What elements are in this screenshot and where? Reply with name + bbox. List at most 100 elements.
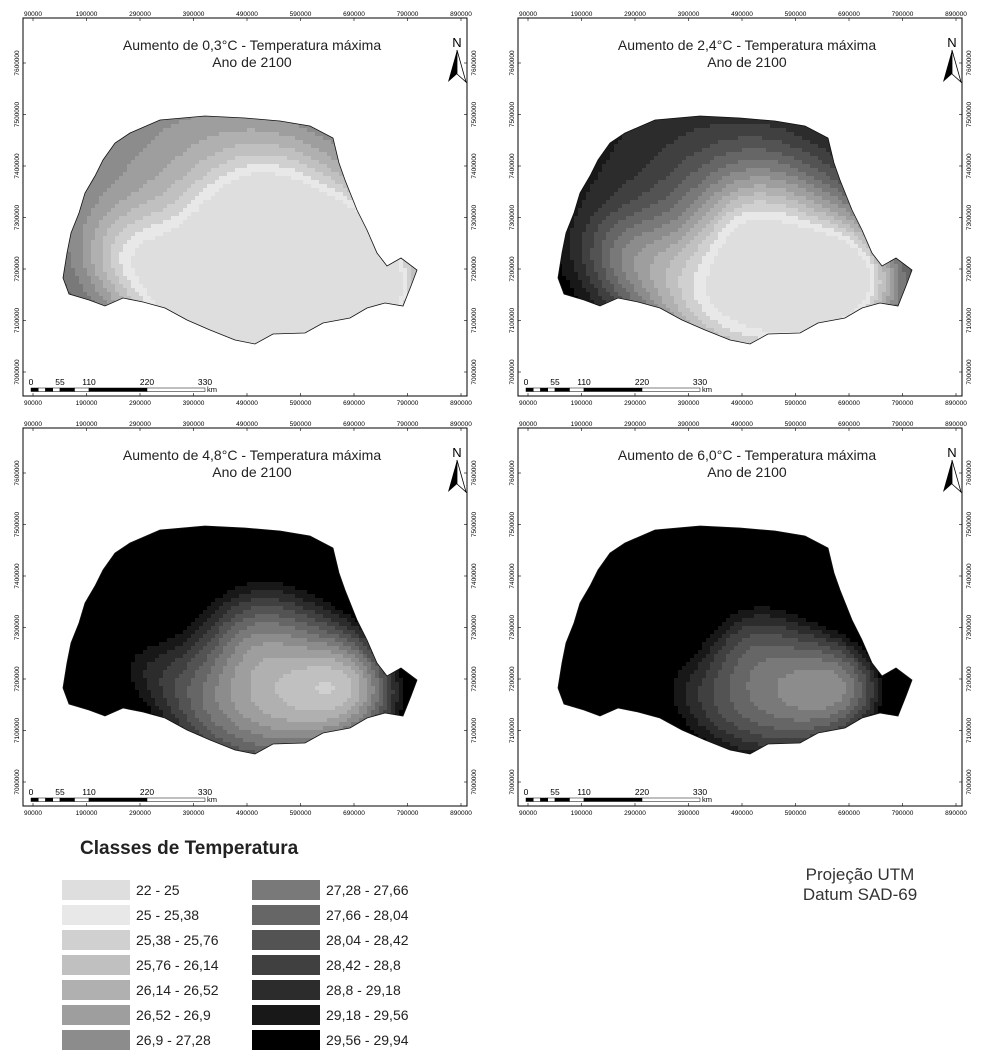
scale-label: 330 xyxy=(693,787,707,797)
x-tick-label: 590000 xyxy=(290,810,312,817)
y-tick-label: 7100000 xyxy=(14,307,21,333)
x-tick-label: 690000 xyxy=(838,810,860,817)
y-tick-label: 7200000 xyxy=(509,256,516,282)
x-tick-label: 490000 xyxy=(236,11,258,18)
scale-label: 55 xyxy=(55,787,65,797)
x-tick-label: 90000 xyxy=(24,810,42,817)
north-arrow-icon xyxy=(448,49,467,84)
map-title: Aumento de 2,4°C - Temperatura máxima xyxy=(618,37,876,53)
map-figure: 90000 90000 190000 190000 290000 290000 390000… xyxy=(509,11,973,407)
x-tick-label: 290000 xyxy=(129,400,151,407)
y-tick-label: 7300000 xyxy=(14,614,21,640)
x-tick-label: 190000 xyxy=(76,810,98,817)
map-panel-aumento-6-0: 90000 90000 190000 190000 290000 290000 390000… xyxy=(500,418,980,826)
legend-label: 27,28 - 27,66 xyxy=(326,882,409,898)
y-tick-label: 7000000 xyxy=(509,769,516,795)
legend-swatch xyxy=(62,880,130,900)
x-tick-label: 690000 xyxy=(838,400,860,407)
x-tick-label: 390000 xyxy=(678,11,700,18)
legend-label: 29,18 - 29,56 xyxy=(326,1007,409,1023)
scale-label: 110 xyxy=(82,787,96,797)
scale-label: 110 xyxy=(577,377,591,387)
legend-swatch xyxy=(62,980,130,1000)
legend-label: 26,52 - 26,9 xyxy=(136,1007,211,1023)
map-panel-aumento-2-4: 90000 90000 190000 190000 290000 290000 390000… xyxy=(500,8,980,416)
map-panel-aumento-0-3: 90000 90000 190000 190000 290000 290000 390000… xyxy=(5,8,485,416)
legend-label: 29,56 - 29,94 xyxy=(326,1032,409,1048)
legend-item: 26,52 - 26,9 xyxy=(62,1003,211,1027)
y-tick-label: 7100000 xyxy=(14,717,21,743)
y-tick-label: 7200000 xyxy=(14,256,21,282)
x-tick-label: 690000 xyxy=(343,11,365,18)
map-figure: 90000 90000 190000 190000 290000 290000 390000… xyxy=(509,421,973,817)
scale-label: 220 xyxy=(635,787,649,797)
legend-label: 25,38 - 25,76 xyxy=(136,932,219,948)
scale-label: 110 xyxy=(82,377,96,387)
x-tick-label: 390000 xyxy=(678,421,700,428)
scale-label: 55 xyxy=(55,377,65,387)
x-tick-label: 590000 xyxy=(290,421,312,428)
y-tick-label: 7600000 xyxy=(14,50,21,76)
x-tick-label: 590000 xyxy=(290,400,312,407)
x-tick-label: 190000 xyxy=(76,421,98,428)
x-tick-label: 590000 xyxy=(785,810,807,817)
legend-swatch xyxy=(252,905,320,925)
scale-label: 55 xyxy=(550,377,560,387)
y-tick-label: 7100000 xyxy=(471,307,478,333)
x-tick-label: 890000 xyxy=(450,421,472,428)
x-tick-label: 90000 xyxy=(24,421,42,428)
y-tick-label: 7400000 xyxy=(509,153,516,179)
x-tick-label: 890000 xyxy=(945,11,967,18)
legend-label: 26,14 - 26,52 xyxy=(136,982,219,998)
legend-item: 26,14 - 26,52 xyxy=(62,978,219,1002)
x-tick-label: 190000 xyxy=(571,421,593,428)
y-tick-label: 7000000 xyxy=(509,359,516,385)
x-tick-label: 890000 xyxy=(945,421,967,428)
map-subtitle: Ano de 2100 xyxy=(707,464,787,480)
x-tick-label: 390000 xyxy=(183,421,205,428)
x-tick-label: 790000 xyxy=(892,421,914,428)
y-tick-label: 7100000 xyxy=(509,307,516,333)
x-tick-label: 490000 xyxy=(731,11,753,18)
scale-label: 220 xyxy=(140,377,154,387)
x-tick-label: 190000 xyxy=(571,810,593,817)
north-arrow-icon xyxy=(943,49,962,84)
x-tick-label: 690000 xyxy=(838,11,860,18)
x-tick-label: 390000 xyxy=(183,11,205,18)
y-tick-label: 7100000 xyxy=(966,717,973,743)
x-tick-label: 590000 xyxy=(785,11,807,18)
x-tick-label: 690000 xyxy=(343,421,365,428)
x-tick-label: 390000 xyxy=(183,400,205,407)
x-tick-label: 190000 xyxy=(571,11,593,18)
legend-title: Classes de Temperatura xyxy=(80,838,298,860)
y-tick-label: 7200000 xyxy=(966,666,973,692)
legend-swatch xyxy=(252,1030,320,1050)
scale-unit: km xyxy=(702,385,712,394)
x-tick-label: 90000 xyxy=(519,400,537,407)
x-tick-label: 390000 xyxy=(183,810,205,817)
y-tick-label: 7500000 xyxy=(966,101,973,127)
x-tick-label: 190000 xyxy=(76,11,98,18)
scale-label: 0 xyxy=(29,787,34,797)
legend-label: 25 - 25,38 xyxy=(136,907,199,923)
legend-item: 29,18 - 29,56 xyxy=(252,1003,409,1027)
scale-label: 55 xyxy=(550,787,560,797)
legend-label: 25,76 - 26,14 xyxy=(136,957,219,973)
legend-item: 22 - 25 xyxy=(62,878,180,902)
x-tick-label: 890000 xyxy=(450,11,472,18)
y-tick-label: 7400000 xyxy=(14,563,21,589)
x-tick-label: 90000 xyxy=(519,11,537,18)
legend-item: 27,66 - 28,04 xyxy=(252,903,409,927)
x-tick-label: 390000 xyxy=(678,810,700,817)
x-tick-label: 890000 xyxy=(945,810,967,817)
y-tick-label: 7200000 xyxy=(966,256,973,282)
x-tick-label: 490000 xyxy=(236,421,258,428)
projection-label: Projeção UTM xyxy=(760,865,960,885)
x-tick-label: 790000 xyxy=(892,11,914,18)
y-tick-label: 7300000 xyxy=(966,204,973,230)
legend-label: 27,66 - 28,04 xyxy=(326,907,409,923)
x-tick-label: 890000 xyxy=(450,810,472,817)
x-tick-label: 790000 xyxy=(892,400,914,407)
x-tick-label: 290000 xyxy=(624,421,646,428)
